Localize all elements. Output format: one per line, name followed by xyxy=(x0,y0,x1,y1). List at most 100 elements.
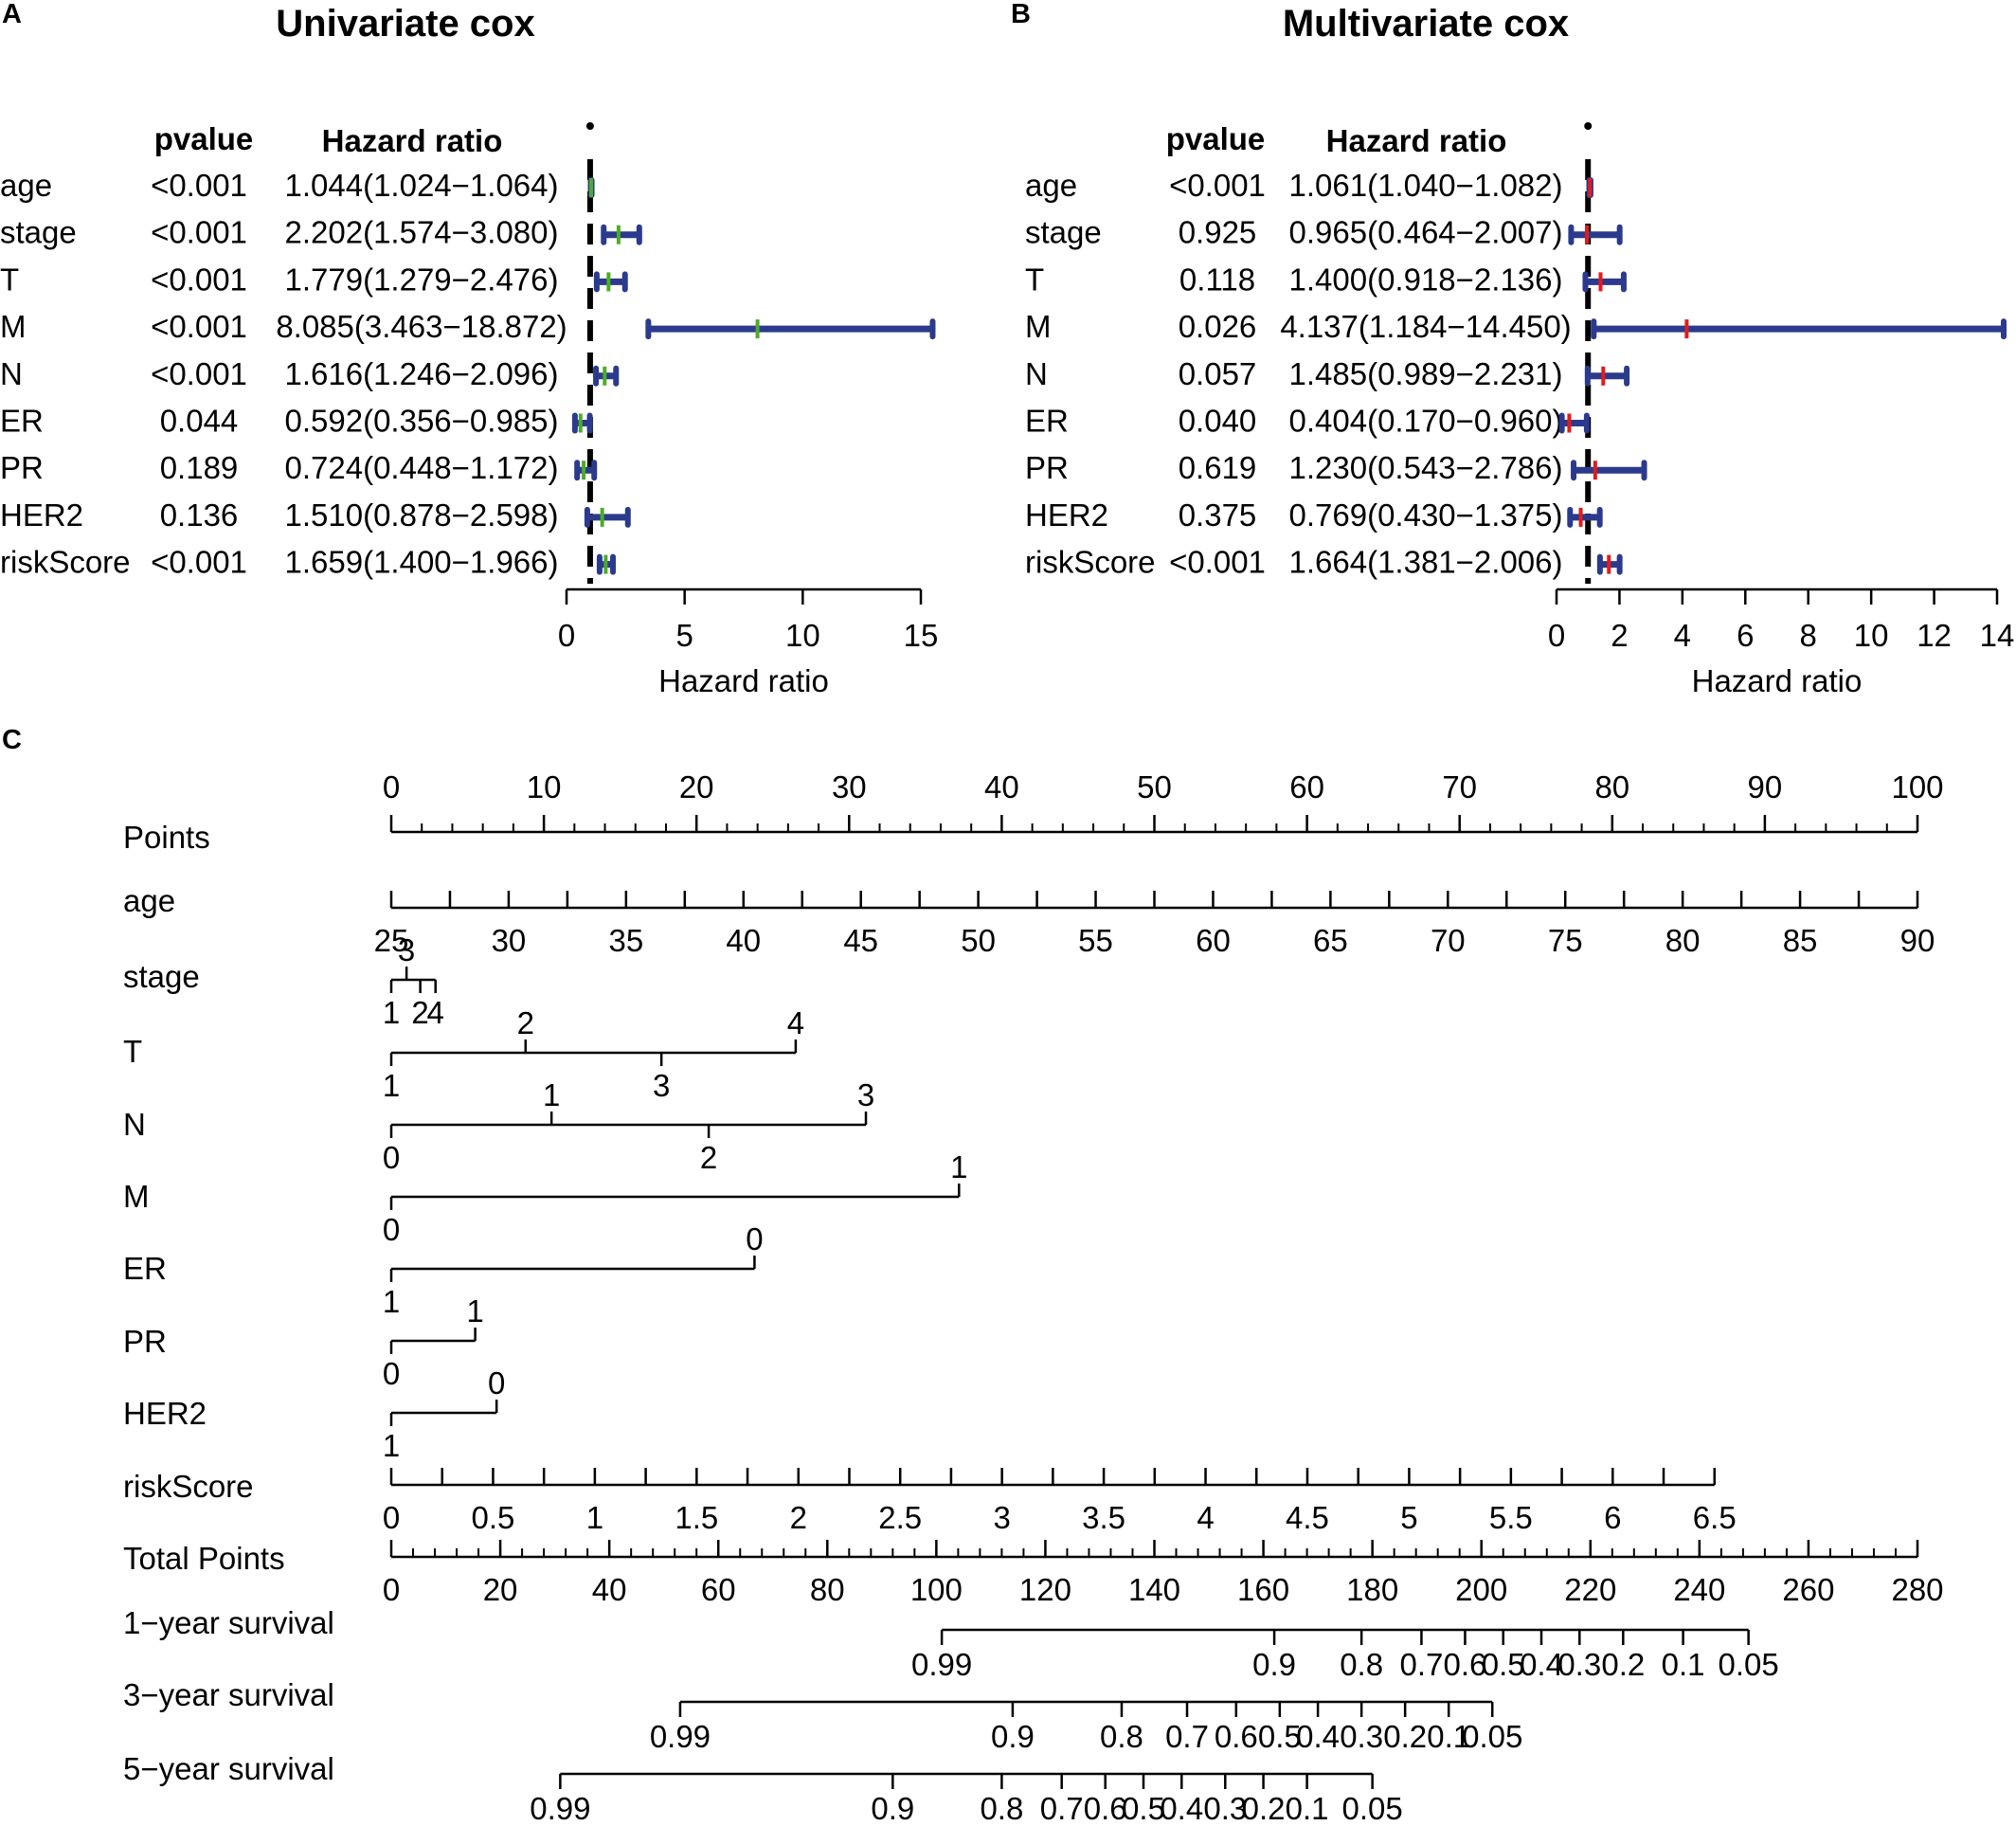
ci-cap-left xyxy=(574,460,581,481)
pvalue-cell: 0.040 xyxy=(1179,404,1257,439)
row-label: riskScore xyxy=(1025,545,1156,580)
scale-tick-label: 50 xyxy=(1137,769,1172,805)
survival-tick-label: 0.9 xyxy=(1252,1647,1296,1682)
scale-tick-label: 100 xyxy=(1891,769,1943,805)
scale-tick-label: 60 xyxy=(1289,769,1324,805)
scale-tick-label: 40 xyxy=(984,769,1019,805)
category-tick-label: 1 xyxy=(383,1428,400,1463)
survival-tick-label: 0.99 xyxy=(650,1719,711,1754)
variable-tick-label: 70 xyxy=(1431,923,1466,958)
hazard-ratio-cell: 1.659(1.400−1.966) xyxy=(285,545,559,580)
row-label: age xyxy=(1025,168,1077,203)
hazard-ratio-cell: 1.400(0.918−2.136) xyxy=(1289,262,1563,297)
pvalue-cell: 0.189 xyxy=(160,450,239,485)
ci-cap-right xyxy=(929,318,936,340)
variable-tick-label: 55 xyxy=(1078,923,1113,958)
hazard-ratio-cell: 0.724(0.448−1.172) xyxy=(285,450,559,485)
scale-tick-label: 280 xyxy=(1891,1572,1943,1607)
nomogram-row-label: T xyxy=(123,1034,142,1069)
variable-tick-label: 25 xyxy=(374,923,409,958)
ci-cap-right xyxy=(1596,506,1603,528)
category-tick-label: 1 xyxy=(383,995,400,1030)
ci-cap-right xyxy=(591,460,598,481)
survival-tick-label: 0.4 xyxy=(1296,1719,1340,1754)
category-tick-label: 0 xyxy=(383,1356,400,1391)
ci-cap-left xyxy=(596,553,603,575)
x-tick-label: 10 xyxy=(785,618,820,653)
variable-tick-label: 3 xyxy=(993,1500,1010,1535)
panel-b-title: Multivariate cox xyxy=(1283,3,1569,45)
pvalue-cell: <0.001 xyxy=(151,309,247,344)
x-tick-label: 0 xyxy=(1548,618,1565,653)
category-tick-label: 0 xyxy=(383,1140,400,1175)
category-tick-label: 0 xyxy=(488,1365,505,1401)
nomogram-row-label: 3−year survival xyxy=(123,1677,334,1712)
pvalue-cell: 0.375 xyxy=(1179,497,1257,533)
row-label: T xyxy=(0,262,19,297)
ci-cap-right xyxy=(610,553,617,575)
variable-tick-label: 2.5 xyxy=(878,1500,922,1535)
scale-tick-label: 140 xyxy=(1128,1572,1180,1607)
panel-a-hazard-header: Hazard ratio xyxy=(322,123,503,158)
scale-tick-label: 10 xyxy=(527,769,562,805)
hazard-ratio-cell: 1.510(0.878−2.598) xyxy=(285,497,559,533)
survival-tick-label: 0.05 xyxy=(1342,1791,1403,1826)
variable-tick-label: 2 xyxy=(790,1500,807,1535)
pvalue-cell: 0.619 xyxy=(1179,450,1257,485)
ci-cap-right xyxy=(1624,365,1630,387)
ci-cap-left xyxy=(1558,412,1565,434)
row-label: riskScore xyxy=(0,545,131,580)
variable-tick-label: 3.5 xyxy=(1082,1500,1125,1535)
scale-tick-label: 0 xyxy=(383,769,400,805)
panel-a-pvalue-header: pvalue xyxy=(154,121,254,156)
panel-b-hazard-header: Hazard ratio xyxy=(1326,123,1507,158)
hazard-ratio-cell: 1.230(0.543−2.786) xyxy=(1289,450,1563,485)
category-tick-label: 2 xyxy=(411,995,428,1030)
variable-tick-label: 0 xyxy=(383,1500,400,1535)
x-tick-label: 4 xyxy=(1674,618,1691,653)
reference-dot xyxy=(1584,122,1593,130)
x-tick-label: 6 xyxy=(1737,618,1754,653)
ci-cap-left xyxy=(593,271,600,293)
scale-tick-label: 200 xyxy=(1455,1572,1507,1607)
survival-tick-label: 0.9 xyxy=(991,1719,1035,1754)
survival-tick-label: 0.7 xyxy=(1165,1719,1209,1754)
scale-tick-label: 90 xyxy=(1748,769,1783,805)
ci-cap-left xyxy=(1582,271,1589,293)
category-tick-label: 1 xyxy=(950,1149,967,1184)
row-label: HER2 xyxy=(0,497,83,533)
category-tick-label: 1 xyxy=(543,1077,560,1112)
survival-tick-label: 0.1 xyxy=(1286,1791,1329,1826)
survival-tick-label: 0.99 xyxy=(911,1647,972,1682)
survival-tick-label: 0.6 xyxy=(1084,1791,1127,1826)
row-label: T xyxy=(1025,262,1044,297)
panel-a-forest-plot: age <0.001 1.044(1.024−1.064) stage <0.001 2.… xyxy=(0,122,938,698)
ci-cap-right xyxy=(586,412,593,434)
x-tick-label: 15 xyxy=(904,618,939,653)
category-tick-label: 1 xyxy=(383,1068,400,1103)
ci-cap-right xyxy=(1641,460,1647,481)
variable-tick-label: 85 xyxy=(1783,923,1818,958)
ci-cap-right xyxy=(2001,318,2007,340)
category-tick-label: 4 xyxy=(427,995,444,1030)
survival-tick-label: 0.1 xyxy=(1427,1719,1470,1754)
row-label: PR xyxy=(0,450,44,485)
category-tick-label: 1 xyxy=(383,1284,400,1319)
variable-tick-label: 40 xyxy=(726,923,761,958)
ci-cap-left xyxy=(593,365,600,387)
variable-tick-label: 75 xyxy=(1548,923,1583,958)
ci-cap-right xyxy=(636,224,642,245)
hazard-ratio-cell: 1.616(1.246−2.096) xyxy=(285,356,559,391)
variable-tick-label: 30 xyxy=(492,923,527,958)
variable-tick-label: 50 xyxy=(961,923,996,958)
pvalue-cell: <0.001 xyxy=(151,356,247,391)
pvalue-cell: 0.057 xyxy=(1179,356,1257,391)
variable-tick-label: 60 xyxy=(1196,923,1231,958)
hazard-ratio-cell: 2.202(1.574−3.080) xyxy=(285,215,559,250)
panel-c-letter: C xyxy=(2,725,22,755)
variable-tick-label: 4.5 xyxy=(1286,1500,1329,1535)
nomogram-row-label: 5−year survival xyxy=(123,1751,334,1786)
x-tick-label: 14 xyxy=(1980,618,2015,653)
panel-b-letter: B xyxy=(1011,0,1031,29)
ci-cap-left xyxy=(571,412,578,434)
